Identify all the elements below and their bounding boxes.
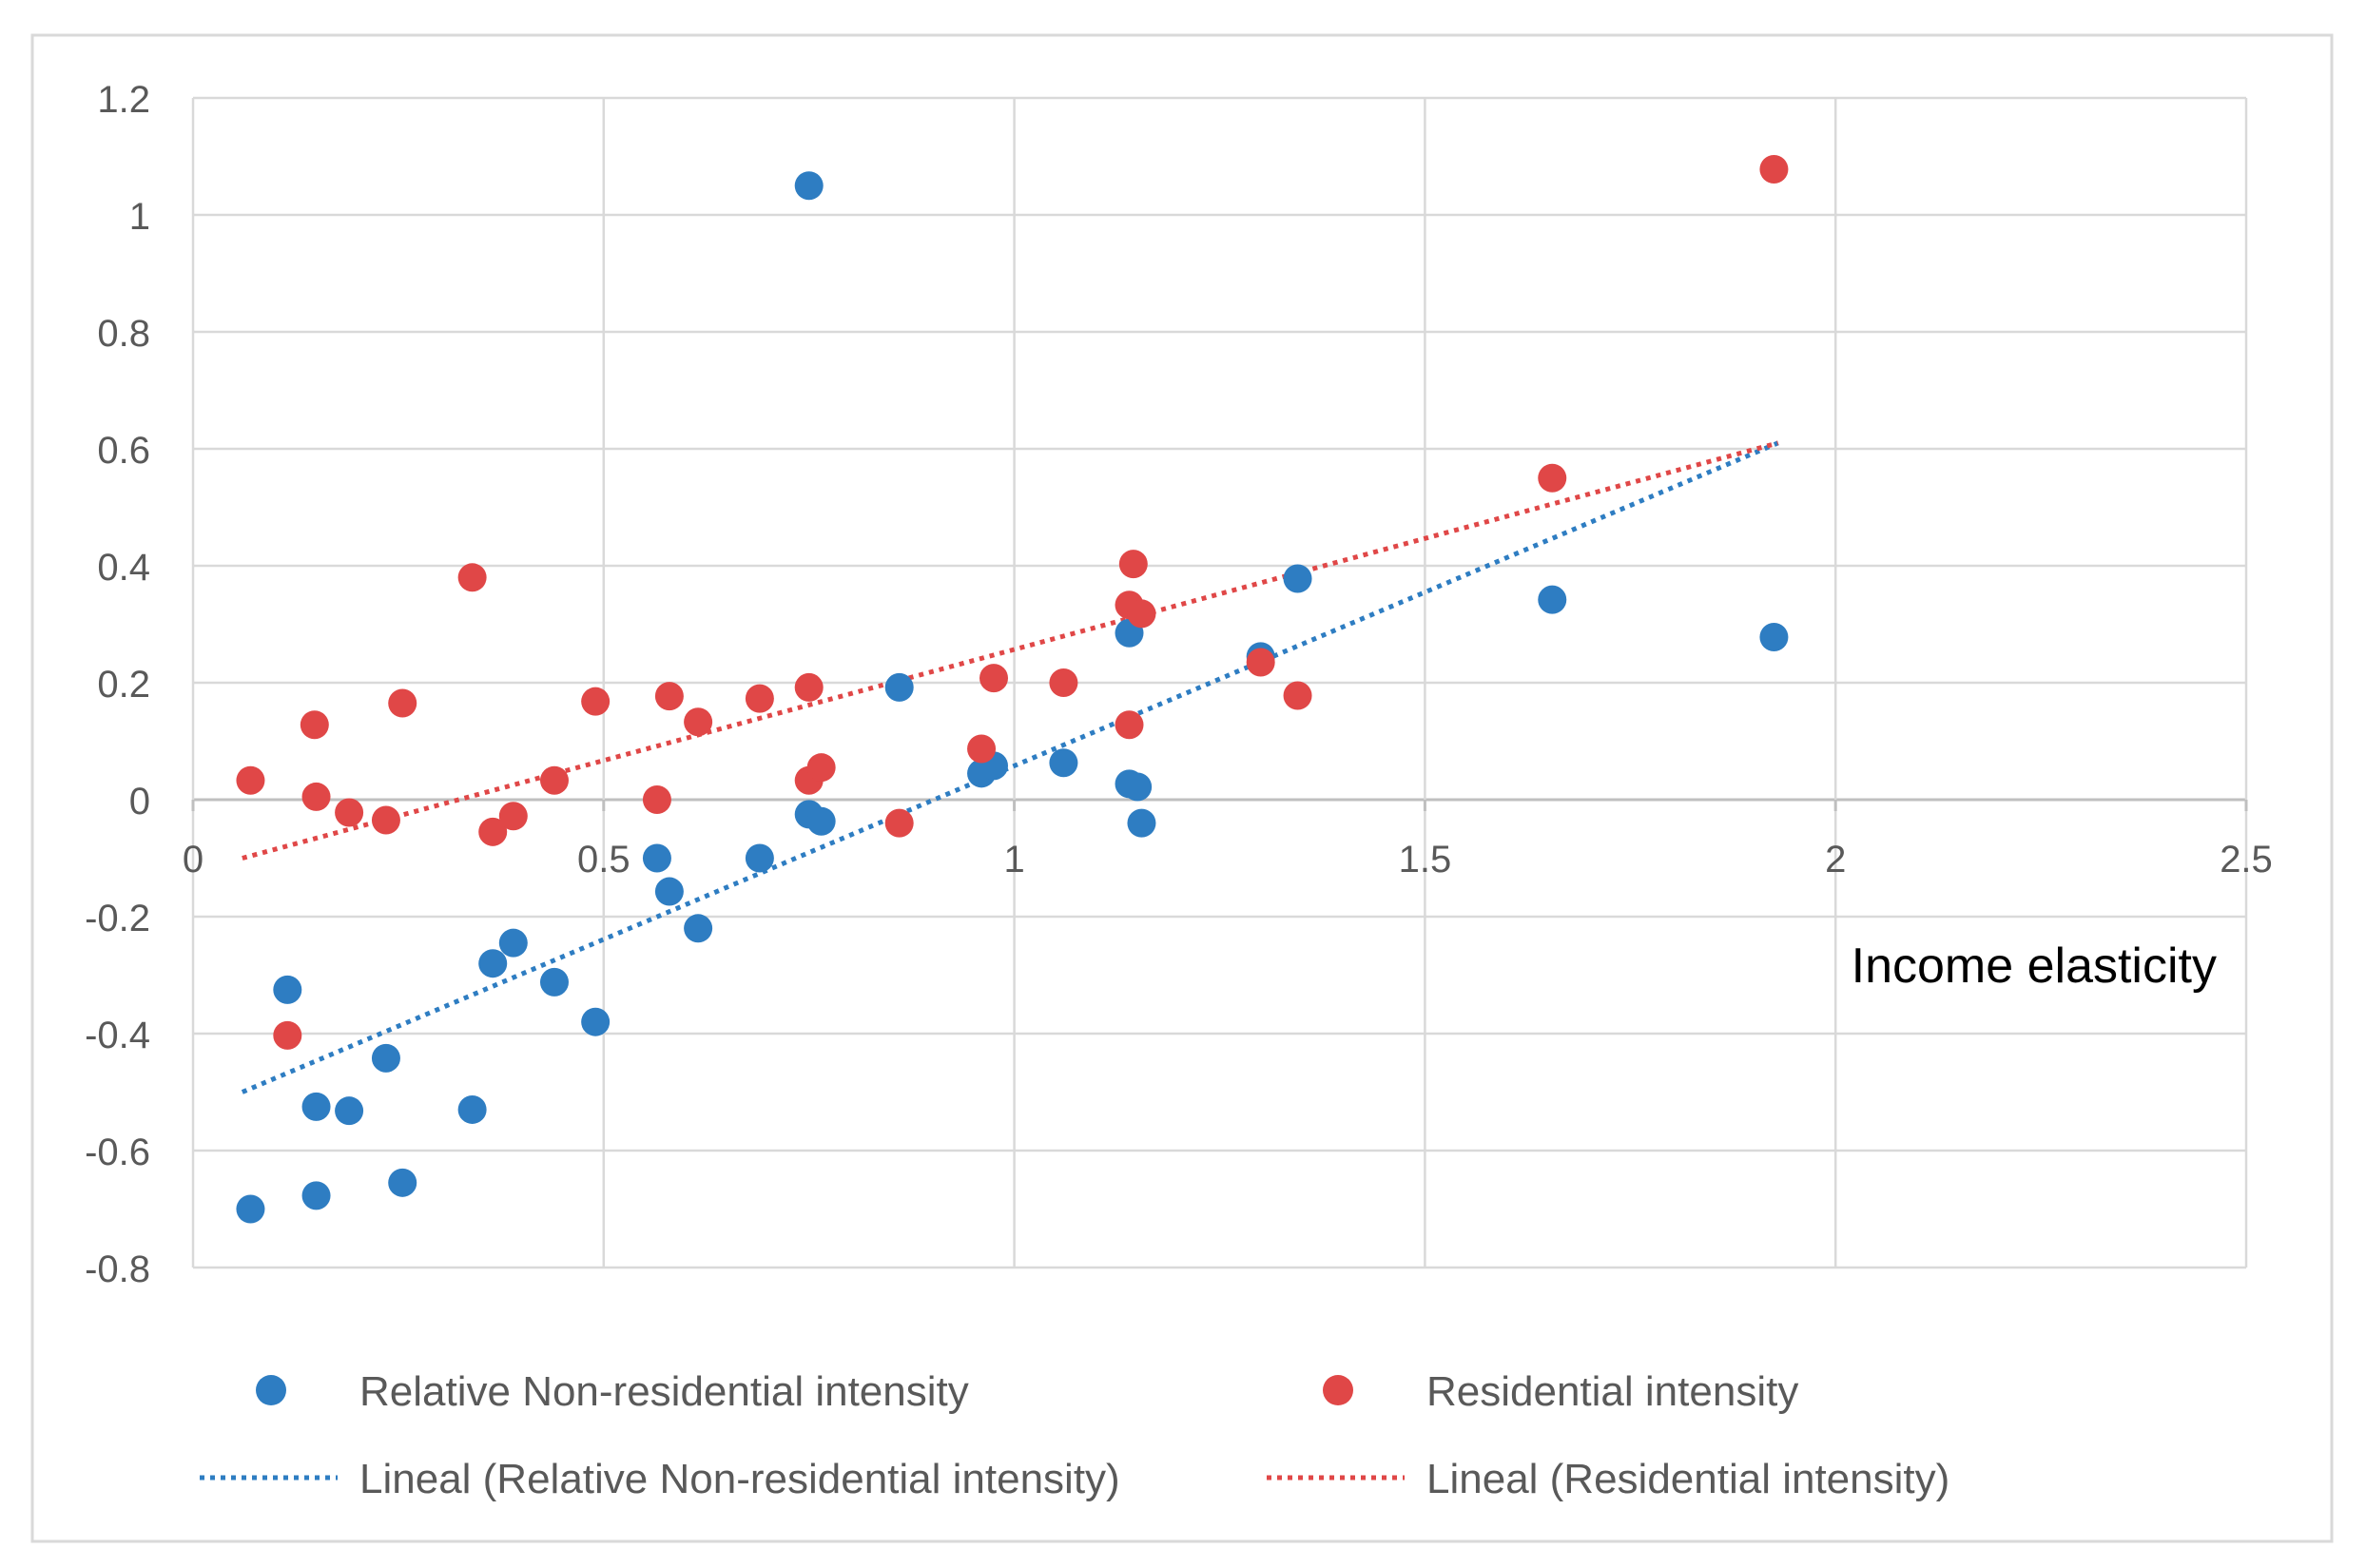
legend-trend-label-0: Lineal (Relative Non-residential intensi… (359, 1456, 1120, 1502)
data-point-series-0 (1538, 585, 1567, 614)
data-point-series-1 (371, 805, 400, 835)
data-points (236, 155, 1789, 1224)
data-point-series-0 (371, 1043, 400, 1073)
data-point-series-0 (236, 1194, 265, 1224)
x-tick-label: 0 (183, 839, 204, 881)
data-point-series-1 (1127, 599, 1156, 629)
data-point-series-1 (884, 808, 914, 838)
data-point-series-0 (654, 877, 684, 906)
y-tick-label: 0.6 (97, 430, 150, 472)
data-point-series-1 (1049, 668, 1078, 697)
data-point-series-0 (273, 975, 302, 1004)
chart-border (30, 33, 2334, 1543)
data-point-series-0 (478, 949, 508, 978)
data-point-series-1 (335, 798, 364, 827)
data-point-series-1 (806, 753, 836, 783)
y-tick-label: -0.8 (85, 1249, 150, 1290)
data-point-series-0 (1283, 564, 1312, 593)
data-point-series-0 (301, 1181, 331, 1210)
data-point-series-0 (301, 1092, 331, 1121)
x-tick-label: 0.5 (577, 839, 630, 881)
data-point-series-1 (457, 563, 487, 592)
data-point-series-0 (684, 914, 713, 943)
data-point-series-1 (236, 765, 265, 795)
data-point-series-1 (967, 734, 997, 764)
data-point-series-1 (273, 1020, 302, 1050)
data-point-series-0 (581, 1007, 611, 1036)
y-tick-label: 0.2 (97, 664, 150, 706)
y-tick-label: 0.4 (97, 547, 150, 589)
data-point-series-1 (1115, 710, 1144, 740)
legend-trend-label-1: Lineal (Residential intensity) (1426, 1456, 1949, 1502)
data-point-series-0 (335, 1096, 364, 1126)
data-point-series-1 (1118, 550, 1148, 579)
data-point-series-1 (654, 682, 684, 711)
y-tick-label: 0 (129, 781, 150, 823)
data-point-series-0 (498, 928, 528, 958)
data-point-series-1 (794, 672, 824, 702)
x-tick-label: 2.5 (2220, 839, 2273, 881)
data-point-series-0 (539, 967, 569, 997)
data-point-series-1 (642, 785, 671, 814)
data-point-series-1 (979, 664, 1009, 693)
data-point-series-0 (1049, 748, 1078, 778)
data-point-series-1 (1246, 648, 1275, 677)
data-point-series-0 (745, 843, 774, 873)
data-point-series-1 (539, 765, 569, 795)
axes: 1.2 1 0.8 0.6 0.4 0.2 0 -0.2 -0.4 -0.6 -0.8 0 0.5 1 1.… (85, 79, 2273, 1290)
x-tick-label: 1 (1003, 839, 1024, 881)
trendlines (241, 440, 1779, 1094)
data-point-series-1 (301, 782, 331, 811)
y-tick-label: -0.4 (85, 1015, 150, 1056)
legend-marker-1 (1323, 1375, 1353, 1405)
data-point-series-0 (884, 672, 914, 702)
y-tick-label: 1.2 (97, 79, 150, 121)
y-tick-label: 0.8 (97, 313, 150, 355)
data-point-series-1 (684, 707, 713, 737)
data-point-series-1 (1283, 681, 1312, 710)
data-point-series-1 (581, 687, 611, 716)
x-tick-label: 1.5 (1399, 839, 1452, 881)
data-point-series-0 (806, 806, 836, 836)
data-point-series-1 (478, 817, 508, 846)
data-point-series-0 (1759, 623, 1789, 652)
data-point-series-1 (388, 688, 417, 718)
legend-label-0: Relative Non-residential intensity (359, 1368, 969, 1415)
data-point-series-1 (498, 802, 528, 831)
legend: Relative Non-residential intensity Lineal… (200, 1368, 1949, 1502)
x-axis-label: Income elasticity (1852, 939, 2217, 994)
data-point-series-0 (1123, 772, 1153, 802)
data-point-series-0 (794, 171, 824, 201)
x-tick-label: 2 (1825, 839, 1846, 881)
data-point-series-1 (745, 684, 774, 713)
data-point-series-1 (1538, 463, 1567, 493)
data-point-series-0 (642, 843, 671, 873)
data-point-series-0 (457, 1094, 487, 1124)
data-point-series-0 (388, 1168, 417, 1197)
data-point-series-1 (1759, 155, 1789, 184)
trendline-1 (242, 440, 1779, 861)
gridlines (191, 96, 2248, 1269)
y-tick-label: -0.2 (85, 898, 150, 939)
data-point-series-1 (300, 710, 329, 740)
legend-label-1: Residential intensity (1426, 1368, 1798, 1415)
legend-marker-0 (256, 1375, 286, 1405)
y-tick-label: 1 (129, 196, 150, 238)
data-point-series-0 (1127, 808, 1156, 838)
y-tick-label: -0.6 (85, 1132, 150, 1173)
